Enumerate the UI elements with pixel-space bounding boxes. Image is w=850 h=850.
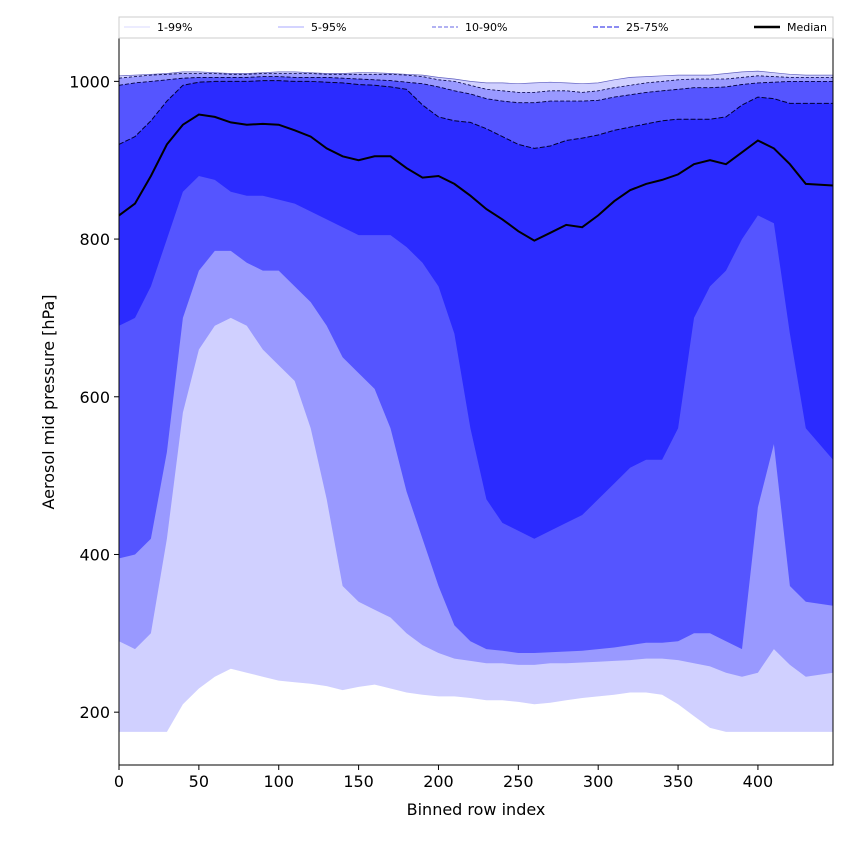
x-tick-label: 0 <box>114 772 124 791</box>
x-tick-label: 400 <box>743 772 774 791</box>
legend-label: Median <box>787 21 827 34</box>
x-axis-title: Binned row index <box>407 800 546 819</box>
y-axis-ticks: 1000 800 600 400 200 <box>69 72 119 722</box>
y-tick-label: 600 <box>79 388 110 407</box>
legend-label: 5-95% <box>311 21 346 34</box>
legend-label: 1-99% <box>157 21 192 34</box>
legend-label: 10-90% <box>465 21 507 34</box>
line-95 <box>118 73 833 93</box>
line-75 <box>118 80 833 149</box>
y-tick-label: 800 <box>79 230 110 249</box>
y-axis-title: Aerosol mid pressure [hPa] <box>39 294 58 509</box>
percentile-lines <box>118 70 834 242</box>
legend: 1-99% 5-95% 10-90% 25-75% Median <box>118 16 834 39</box>
x-tick-label: 250 <box>503 772 534 791</box>
percentile-bands <box>119 71 833 732</box>
line-90 <box>118 76 833 104</box>
x-tick-label: 350 <box>663 772 694 791</box>
legend-box <box>118 16 834 39</box>
x-tick-label: 50 <box>189 772 209 791</box>
y-tick-label: 1000 <box>69 72 110 91</box>
x-axis-ticks: 0 50 100 150 200 250 300 350 400 <box>114 765 773 791</box>
y-tick-label: 400 <box>79 545 110 564</box>
x-tick-label: 200 <box>423 772 454 791</box>
legend-label: 25-75% <box>626 21 668 34</box>
line-99 <box>118 70 833 85</box>
band-25-75 <box>119 80 833 539</box>
median-line <box>118 113 834 242</box>
x-tick-label: 300 <box>583 772 614 791</box>
y-tick-label: 200 <box>79 703 110 722</box>
x-tick-label: 100 <box>263 772 294 791</box>
x-tick-label: 150 <box>343 772 374 791</box>
